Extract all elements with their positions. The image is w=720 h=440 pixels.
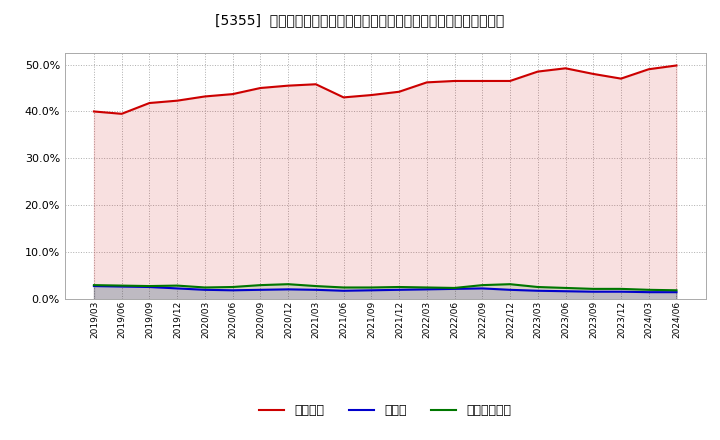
繰延税金資産 (589, 286, 598, 292)
自己資本 (478, 78, 487, 84)
自己資本 (367, 92, 376, 98)
自己資本 (616, 76, 625, 81)
Line: のれん: のれん (94, 286, 677, 292)
繰延税金資産 (339, 285, 348, 290)
のれん (561, 289, 570, 294)
のれん (228, 288, 237, 293)
繰延税金資産 (256, 282, 265, 288)
のれん (367, 288, 376, 293)
繰延税金資産 (616, 286, 625, 292)
繰延税金資産 (561, 285, 570, 290)
繰延税金資産 (117, 283, 126, 288)
繰延税金資産 (478, 282, 487, 288)
自己資本 (644, 66, 653, 72)
繰延税金資産 (89, 282, 98, 288)
繰延税金資産 (450, 285, 459, 290)
のれん (450, 286, 459, 292)
のれん (505, 287, 514, 293)
のれん (89, 283, 98, 289)
繰延税金資産 (367, 285, 376, 290)
Legend: 自己資本, のれん, 繰延税金資産: 自己資本, のれん, 繰延税金資産 (254, 399, 516, 422)
のれん (284, 287, 292, 292)
自己資本 (589, 71, 598, 77)
繰延税金資産 (145, 283, 154, 289)
自己資本 (284, 83, 292, 88)
のれん (201, 287, 210, 293)
Line: 繰延税金資産: 繰延税金資産 (94, 284, 677, 290)
自己資本 (256, 85, 265, 91)
自己資本 (312, 81, 320, 87)
のれん (312, 287, 320, 293)
自己資本 (505, 78, 514, 84)
繰延税金資産 (505, 282, 514, 287)
のれん (644, 290, 653, 295)
自己資本 (339, 95, 348, 100)
繰延税金資産 (395, 284, 403, 290)
自己資本 (201, 94, 210, 99)
のれん (534, 288, 542, 293)
のれん (423, 287, 431, 292)
自己資本 (395, 89, 403, 95)
のれん (589, 289, 598, 294)
繰延税金資産 (201, 285, 210, 290)
のれん (173, 286, 181, 291)
Line: 自己資本: 自己資本 (94, 66, 677, 114)
繰延税金資産 (284, 282, 292, 287)
繰延税金資産 (228, 284, 237, 290)
のれん (616, 289, 625, 294)
自己資本 (672, 63, 681, 68)
のれん (478, 286, 487, 291)
自己資本 (117, 111, 126, 117)
繰延税金資産 (423, 285, 431, 290)
繰延税金資産 (672, 288, 681, 293)
自己資本 (89, 109, 98, 114)
繰延税金資産 (534, 284, 542, 290)
繰延税金資産 (173, 283, 181, 288)
のれん (256, 287, 265, 293)
自己資本 (450, 78, 459, 84)
のれん (117, 284, 126, 289)
自己資本 (561, 66, 570, 71)
自己資本 (534, 69, 542, 74)
繰延税金資産 (644, 287, 653, 293)
のれん (395, 287, 403, 293)
自己資本 (423, 80, 431, 85)
のれん (672, 290, 681, 295)
のれん (145, 284, 154, 290)
自己資本 (173, 98, 181, 103)
自己資本 (228, 92, 237, 97)
Text: [5355]  自己資本、のれん、繰延税金資産の総資産に対する比率の推移: [5355] 自己資本、のれん、繰延税金資産の総資産に対する比率の推移 (215, 13, 505, 27)
のれん (339, 288, 348, 293)
自己資本 (145, 100, 154, 106)
繰延税金資産 (312, 283, 320, 289)
